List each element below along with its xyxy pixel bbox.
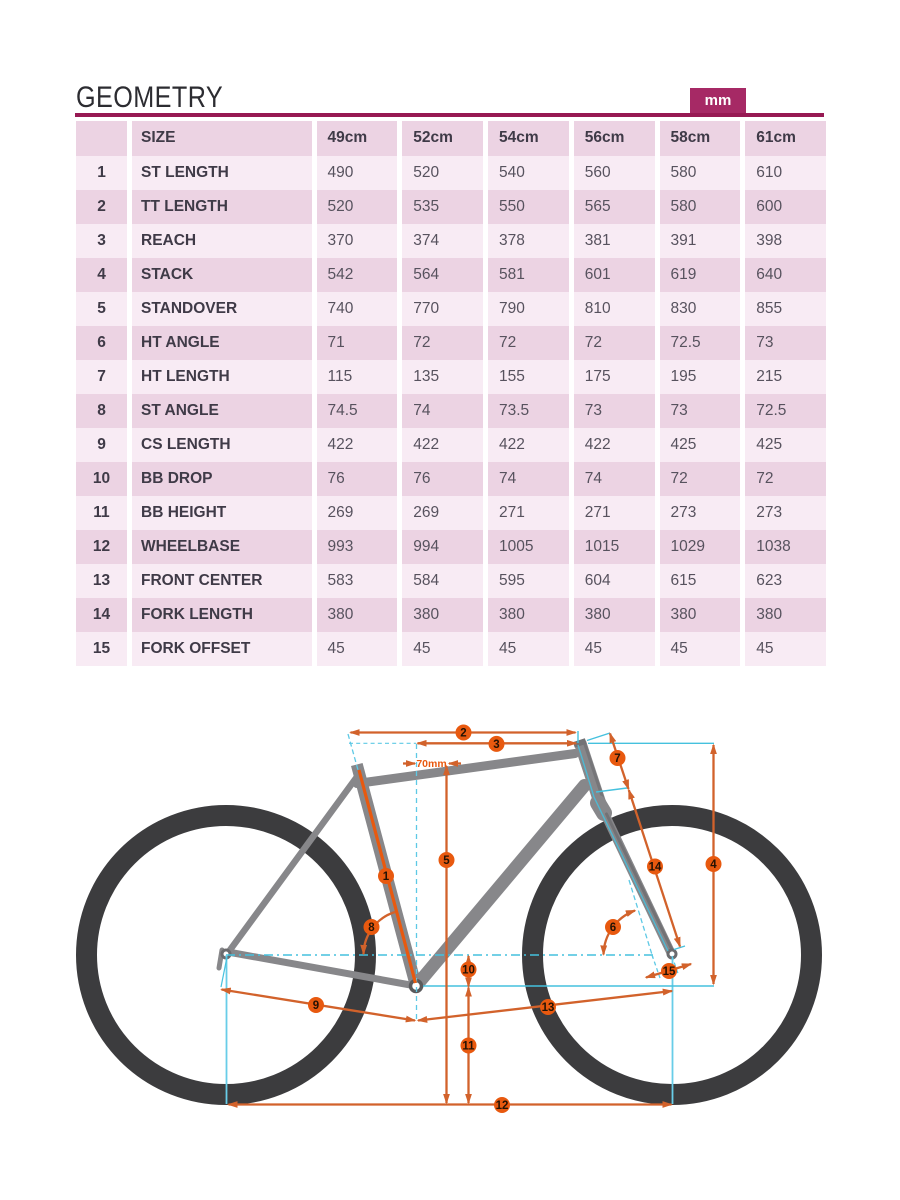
svg-text:5: 5 — [443, 855, 450, 867]
svg-text:70mm: 70mm — [416, 758, 446, 770]
svg-text:13: 13 — [542, 1002, 555, 1014]
svg-text:9: 9 — [313, 1000, 319, 1012]
svg-text:12: 12 — [496, 1100, 509, 1112]
svg-text:11: 11 — [462, 1041, 475, 1053]
svg-text:2: 2 — [460, 728, 466, 740]
svg-text:1: 1 — [383, 871, 390, 883]
svg-text:3: 3 — [493, 739, 499, 751]
svg-text:8: 8 — [368, 922, 375, 934]
svg-text:4: 4 — [710, 859, 717, 871]
svg-text:10: 10 — [462, 965, 475, 977]
svg-text:15: 15 — [663, 966, 676, 978]
svg-text:14: 14 — [649, 862, 662, 874]
svg-text:6: 6 — [610, 922, 616, 934]
svg-text:7: 7 — [614, 753, 620, 765]
